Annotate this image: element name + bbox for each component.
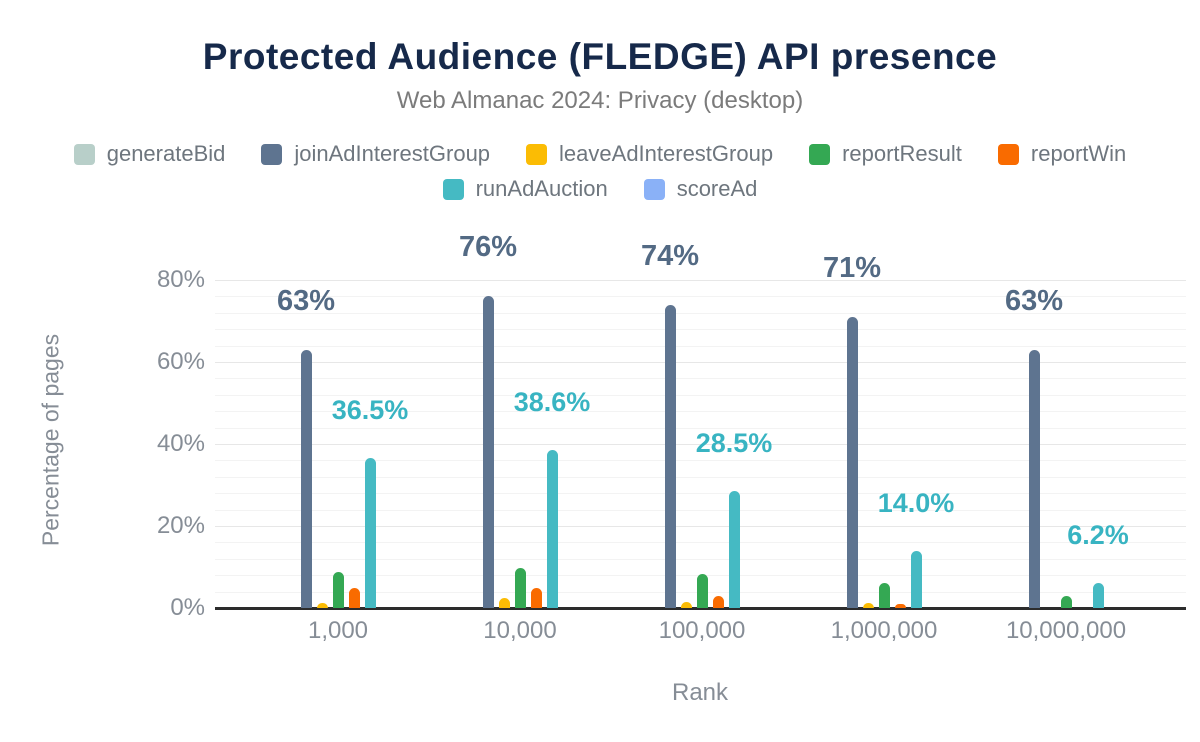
value-label-runAdAuction-0: 36.5%	[331, 395, 409, 426]
minor-gridline	[215, 378, 1186, 380]
x-tick-label: 10,000,000	[1005, 617, 1127, 644]
bar-runAdAuction-1000000	[910, 551, 922, 608]
value-label-joinAdInterestGroup-1: 76%	[458, 231, 518, 264]
legend-item-reportWin: reportWin	[997, 141, 1127, 167]
bar-joinAdInterestGroup-100000	[664, 305, 676, 608]
legend-label: leaveAdInterestGroup	[559, 141, 774, 166]
major-gridline	[215, 526, 1186, 527]
bar-joinAdInterestGroup-10000	[482, 296, 494, 608]
legend-swatch-generateBid	[73, 143, 95, 165]
minor-gridline	[215, 427, 1186, 429]
legend-swatch-runAdAuction	[442, 178, 464, 200]
minor-gridline	[215, 493, 1186, 495]
major-gridline	[215, 444, 1186, 445]
legend-item-runAdAuction: runAdAuction	[442, 176, 608, 202]
bar-reportWin-1000000	[894, 604, 906, 608]
minor-gridline	[215, 542, 1186, 544]
bar-joinAdInterestGroup-1000000	[846, 317, 858, 608]
legend-item-leaveAdInterestGroup: leaveAdInterestGroup	[526, 141, 773, 167]
legend-label: generateBid	[106, 141, 226, 166]
bar-reportWin-100000	[712, 596, 724, 608]
legend-swatch-leaveAdInterestGroup	[526, 143, 548, 165]
value-label-runAdAuction-1: 38.6%	[513, 386, 591, 417]
bar-leaveAdInterestGroup-100000	[680, 602, 692, 608]
major-gridline	[215, 280, 1186, 281]
y-tick-label: 20%	[156, 512, 205, 539]
bar-runAdAuction-10000000	[1092, 583, 1104, 608]
x-axis-title: Rank	[671, 679, 729, 706]
minor-gridline	[215, 329, 1186, 331]
x-tick-label: 100,000	[658, 617, 746, 644]
bar-reportResult-10000	[514, 568, 526, 608]
legend-label: reportResult	[842, 141, 962, 166]
minor-gridline	[215, 509, 1186, 511]
y-tick-label: 0%	[170, 594, 205, 621]
minor-gridline	[215, 558, 1186, 560]
value-label-runAdAuction-3: 14.0%	[877, 487, 955, 518]
bar-reportResult-10000000	[1060, 596, 1072, 608]
y-tick-label: 40%	[156, 430, 205, 457]
legend-item-scoreAd: scoreAd	[643, 176, 758, 202]
y-tick-label: 60%	[156, 348, 205, 375]
bar-leaveAdInterestGroup-10000	[498, 598, 510, 608]
value-label-joinAdInterestGroup-3: 71%	[822, 251, 882, 284]
legend-swatch-reportResult	[809, 143, 831, 165]
minor-gridline	[215, 411, 1186, 413]
legend: generateBid joinAdInterestGroup leaveAdInt…	[30, 141, 1170, 202]
bar-reportResult-1000000	[878, 583, 890, 608]
bar-runAdAuction-100000	[728, 491, 740, 608]
x-axis-line	[215, 607, 1186, 610]
bar-reportResult-100000	[696, 574, 708, 608]
x-tick-label: 1,000	[307, 617, 369, 644]
y-tick-label: 80%	[156, 266, 205, 293]
bar-joinAdInterestGroup-10000000	[1028, 350, 1040, 608]
value-label-joinAdInterestGroup-4: 63%	[1004, 284, 1064, 317]
legend-label: scoreAd	[676, 176, 758, 201]
bar-leaveAdInterestGroup-1000	[316, 603, 328, 608]
x-tick-label: 10,000	[483, 617, 557, 644]
minor-gridline	[215, 345, 1186, 347]
bar-runAdAuction-10000	[546, 450, 558, 608]
minor-gridline	[215, 296, 1186, 298]
major-gridline	[215, 362, 1186, 363]
legend-swatch-scoreAd	[643, 178, 665, 200]
legend-swatch-joinAdInterestGroup	[261, 143, 283, 165]
bar-leaveAdInterestGroup-1000000	[862, 603, 874, 608]
legend-label: reportWin	[1030, 141, 1127, 166]
bar-reportWin-10000	[530, 588, 542, 608]
value-label-joinAdInterestGroup-0: 63%	[276, 284, 336, 317]
legend-item-joinAdInterestGroup: joinAdInterestGroup	[261, 141, 490, 167]
minor-gridline	[215, 394, 1186, 396]
bar-joinAdInterestGroup-1000	[300, 350, 312, 608]
legend-label: runAdAuction	[475, 176, 608, 201]
x-tick-label: 1,000,000	[830, 617, 938, 644]
bar-runAdAuction-1000	[364, 458, 376, 608]
value-label-runAdAuction-4: 6.2%	[1067, 519, 1129, 550]
minor-gridline	[215, 312, 1186, 314]
legend-swatch-reportWin	[997, 143, 1019, 165]
minor-gridline	[215, 476, 1186, 478]
value-label-joinAdInterestGroup-2: 74%	[640, 239, 700, 272]
legend-item-reportResult: reportResult	[809, 141, 962, 167]
chart-subtitle: Web Almanac 2024: Privacy (desktop)	[396, 87, 804, 114]
bar-reportWin-1000	[348, 588, 360, 608]
value-label-runAdAuction-2: 28.5%	[695, 428, 773, 459]
chart-title: Protected Audience (FLEDGE) API presence	[202, 36, 998, 77]
minor-gridline	[215, 460, 1186, 462]
legend-label: joinAdInterestGroup	[294, 141, 491, 166]
legend-item-generateBid: generateBid	[73, 141, 226, 167]
bar-reportResult-1000	[332, 572, 344, 608]
